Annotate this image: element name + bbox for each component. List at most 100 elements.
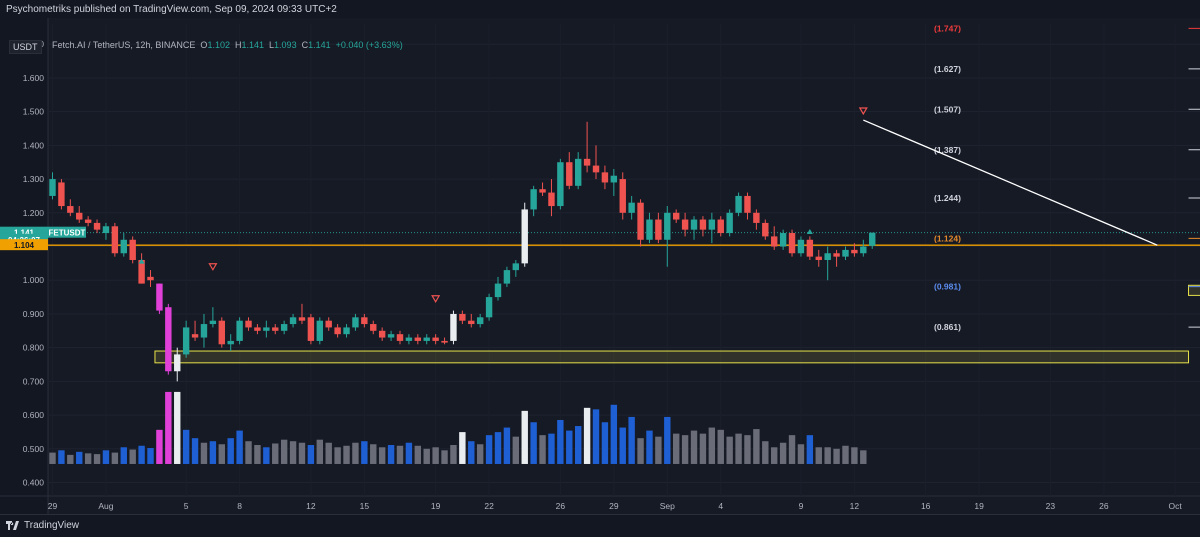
tradingview-brand[interactable]: TradingView	[6, 520, 79, 531]
volume-bar	[343, 445, 350, 464]
fib-level-label: (1.627)	[934, 64, 961, 74]
candle-body	[494, 283, 502, 298]
candle-body	[619, 179, 626, 213]
candle-body	[646, 219, 653, 240]
volume-bar	[699, 433, 707, 464]
y-tick-label: 0.900	[23, 309, 45, 319]
candle-body	[842, 249, 849, 257]
volume-bar	[84, 453, 92, 464]
candle-body	[325, 320, 332, 328]
volume-bar	[111, 452, 119, 464]
volume-bar	[708, 427, 716, 464]
candle-body	[387, 334, 395, 338]
candle-body	[432, 337, 439, 341]
volume-bar	[664, 416, 671, 464]
volume-bar	[289, 441, 297, 464]
candle-body	[263, 327, 270, 331]
volume-bar	[307, 445, 315, 464]
volume-bar	[76, 451, 83, 464]
y-tick-label: 1.000	[23, 275, 45, 285]
volume-bar	[236, 430, 243, 464]
price-tag	[0, 239, 48, 251]
fib-level-label: (1.387)	[934, 145, 961, 155]
candle-body	[681, 219, 689, 230]
price-tag-label: 1.104	[14, 241, 35, 250]
volume-bar	[601, 422, 609, 464]
candle-body	[93, 222, 101, 230]
x-tick-label: 12	[850, 501, 860, 511]
candle-body	[316, 320, 323, 341]
candle-body	[699, 219, 707, 230]
volume-bar	[779, 442, 787, 464]
candle-body	[592, 165, 600, 173]
y-tick-label: 1.400	[23, 140, 45, 150]
volume-bar	[254, 445, 261, 464]
sell-signal-marker	[208, 263, 218, 271]
volume-bar	[459, 432, 466, 464]
candle-body	[664, 212, 671, 240]
candle-body	[378, 330, 386, 338]
chart-area[interactable]: 1.7001.6001.5001.4001.3001.2001.1001.000…	[0, 18, 1200, 514]
currency-label[interactable]: USDT	[9, 40, 42, 54]
volume-bar	[441, 450, 448, 464]
y-tick-label: 1.300	[23, 174, 45, 184]
candle-body	[84, 219, 92, 223]
candle-body	[735, 195, 742, 213]
volume-bar	[512, 436, 520, 464]
volume-bar	[771, 447, 778, 464]
low-label: L	[269, 40, 275, 50]
volume-bar	[690, 430, 698, 464]
high-label: H	[234, 40, 242, 50]
candle-body	[405, 337, 413, 341]
volume-bar	[637, 438, 644, 464]
fib-level-label: (1.747)	[934, 23, 961, 33]
x-tick-label: 4	[718, 501, 723, 511]
volume-bar	[815, 447, 822, 464]
volume-bar	[245, 441, 252, 464]
candle-body	[49, 179, 56, 196]
y-tick-label: 0.500	[23, 444, 45, 454]
candle-body	[601, 172, 609, 183]
volume-bar	[628, 416, 635, 464]
candle-body	[76, 212, 83, 220]
volume-bar	[352, 442, 359, 464]
volume-bar	[548, 433, 555, 464]
volume-bar	[494, 432, 502, 464]
price-chart[interactable]: 1.7001.6001.5001.4001.3001.2001.1001.000…	[0, 18, 1200, 514]
volume-bar	[851, 447, 858, 464]
price-tag-label: 1.141	[14, 229, 35, 238]
candle-body	[352, 317, 359, 328]
candle-body	[414, 337, 422, 341]
volume-bar	[378, 447, 386, 464]
candle-body	[503, 270, 511, 284]
candle-body	[610, 175, 618, 183]
symbol-title[interactable]: Fetch.AI / TetherUS, 12h, BINANCE	[52, 40, 196, 50]
volume-bar	[138, 445, 145, 464]
volume-bar	[387, 445, 395, 464]
publisher-caption: Psychometriks published on TradingView.c…	[6, 4, 337, 15]
sell-signal-marker	[858, 107, 868, 116]
candle-body	[245, 320, 252, 328]
x-tick-label: 8	[237, 501, 242, 511]
volume-bar	[396, 445, 404, 464]
close-label: C	[301, 40, 309, 50]
open-value: 1.102	[207, 40, 230, 50]
candle-body	[200, 324, 208, 338]
volume-bar	[566, 430, 573, 464]
x-tick-label: Oct	[1169, 501, 1183, 511]
volume-bar	[67, 454, 74, 464]
candle-body	[343, 327, 350, 335]
low-value: 1.093	[274, 40, 297, 50]
candle-body	[690, 219, 698, 230]
candle-body	[539, 189, 546, 193]
x-tick-label: 15	[360, 501, 370, 511]
volume-bar	[503, 427, 511, 464]
brand-name: TradingView	[24, 520, 80, 531]
volume-bar	[174, 391, 181, 464]
volume-bar	[806, 435, 814, 464]
candle-body	[120, 239, 127, 254]
volume-bar	[370, 444, 377, 464]
fib-level-label: (0.981)	[934, 282, 961, 292]
volume-bar	[619, 427, 626, 464]
volume-bar	[681, 435, 689, 464]
